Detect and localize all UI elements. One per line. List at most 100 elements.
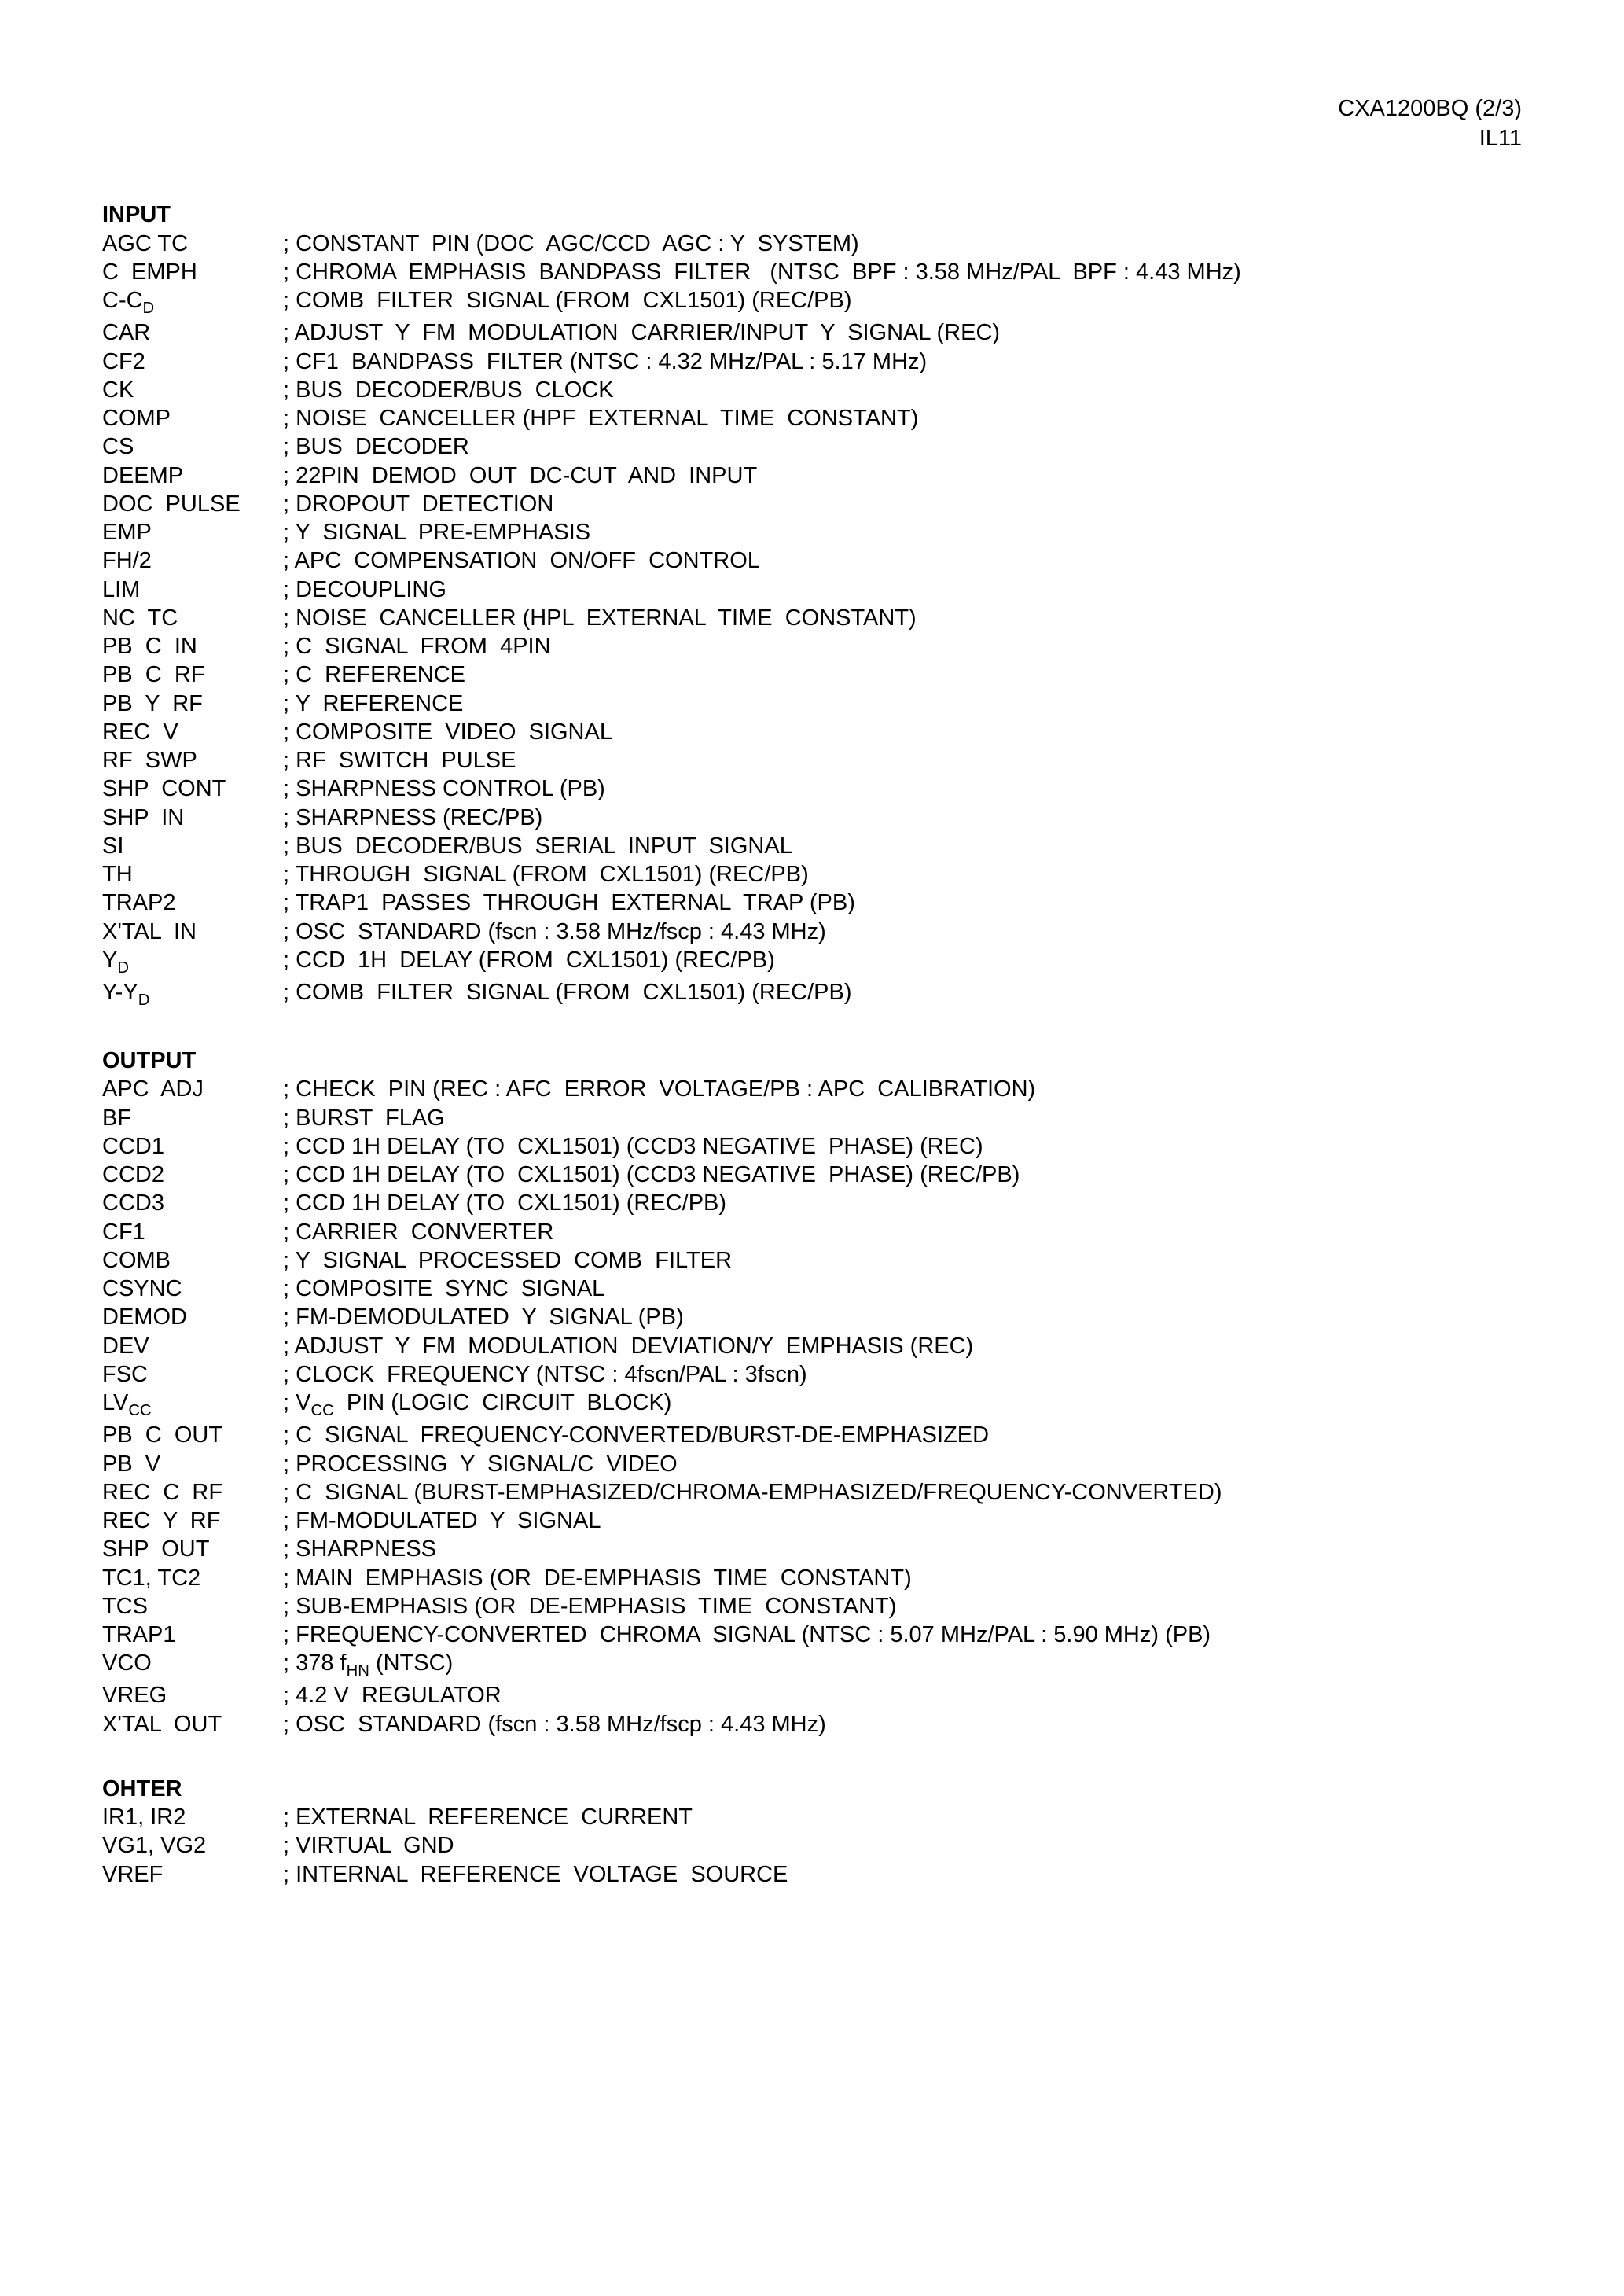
signal-label: PB Y RF [102, 690, 283, 718]
definition-row: TH; THROUGH SIGNAL (FROM CXL1501) (REC/P… [102, 860, 1522, 889]
page-header: CXA1200BQ (2/3) IL11 [102, 94, 1522, 153]
signal-description: ; CF1 BANDPASS FILTER (NTSC : 4.32 MHz/P… [283, 348, 1522, 376]
signal-description: ; 22PIN DEMOD OUT DC-CUT AND INPUT [283, 462, 1522, 490]
definition-row: CCD1; CCD 1H DELAY (TO CXL1501) (CCD3 NE… [102, 1132, 1522, 1161]
signal-label: CF2 [102, 348, 283, 376]
definition-row: CCD3; CCD 1H DELAY (TO CXL1501) (REC/PB) [102, 1189, 1522, 1217]
signal-label: DEV [102, 1332, 283, 1360]
signal-label: SI [102, 832, 283, 860]
section-title: OUTPUT [102, 1047, 1522, 1075]
signal-label: EMP [102, 518, 283, 546]
signal-label: PB V [102, 1450, 283, 1478]
signal-label: SHP CONT [102, 775, 283, 803]
signal-description: ; DECOUPLING [283, 576, 1522, 604]
signal-description: ; Y SIGNAL PRE-EMPHASIS [283, 518, 1522, 546]
signal-description: ; MAIN EMPHASIS (OR DE-EMPHASIS TIME CON… [283, 1564, 1522, 1592]
definition-row: SI; BUS DECODER/BUS SERIAL INPUT SIGNAL [102, 832, 1522, 860]
signal-label: CCD2 [102, 1161, 283, 1189]
signal-description: ; COMPOSITE SYNC SIGNAL [283, 1275, 1522, 1303]
signal-label: Y-YD [102, 978, 283, 1010]
signal-description: ; TRAP1 PASSES THROUGH EXTERNAL TRAP (PB… [283, 889, 1522, 917]
signal-description: ; DROPOUT DETECTION [283, 490, 1522, 518]
definition-row: CSYNC; COMPOSITE SYNC SIGNAL [102, 1275, 1522, 1303]
definition-row: SHP OUT; SHARPNESS [102, 1535, 1522, 1563]
signal-label: NC TC [102, 604, 283, 632]
signal-description: ; SUB-EMPHASIS (OR DE-EMPHASIS TIME CONS… [283, 1592, 1522, 1621]
signal-description: ; BURST FLAG [283, 1104, 1522, 1132]
definition-row: DEEMP; 22PIN DEMOD OUT DC-CUT AND INPUT [102, 462, 1522, 490]
signal-label: CCD1 [102, 1132, 283, 1161]
signal-label: TCS [102, 1592, 283, 1621]
signal-description: ; OSC STANDARD (fscn : 3.58 MHz/fscp : 4… [283, 1710, 1522, 1739]
definition-row: VREG; 4.2 V REGULATOR [102, 1681, 1522, 1709]
definition-row: DEV; ADJUST Y FM MODULATION DEVIATION/Y … [102, 1332, 1522, 1360]
signal-label: C-CD [102, 286, 283, 318]
signal-description: ; VCC PIN (LOGIC CIRCUIT BLOCK) [283, 1389, 1522, 1421]
signal-label: VCO [102, 1649, 283, 1681]
definition-row: TRAP2; TRAP1 PASSES THROUGH EXTERNAL TRA… [102, 889, 1522, 917]
signal-description: ; PROCESSING Y SIGNAL/C VIDEO [283, 1450, 1522, 1478]
definition-row: CCD2; CCD 1H DELAY (TO CXL1501) (CCD3 NE… [102, 1161, 1522, 1189]
signal-description: ; C SIGNAL FREQUENCY-CONVERTED/BURST-DE-… [283, 1421, 1522, 1449]
definition-row: CF1; CARRIER CONVERTER [102, 1218, 1522, 1246]
signal-description: ; BUS DECODER [283, 432, 1522, 461]
definition-row: VREF; INTERNAL REFERENCE VOLTAGE SOURCE [102, 1860, 1522, 1889]
signal-label: TRAP1 [102, 1621, 283, 1649]
signal-description: ; COMB FILTER SIGNAL (FROM CXL1501) (REC… [283, 978, 1522, 1010]
definition-row: REC V; COMPOSITE VIDEO SIGNAL [102, 718, 1522, 746]
signal-description: ; Y SIGNAL PROCESSED COMB FILTER [283, 1246, 1522, 1275]
signal-label: PB C IN [102, 632, 283, 660]
definition-row: CK; BUS DECODER/BUS CLOCK [102, 376, 1522, 404]
signal-label: REC V [102, 718, 283, 746]
definition-row: Y-YD; COMB FILTER SIGNAL (FROM CXL1501) … [102, 978, 1522, 1010]
definition-row: EMP; Y SIGNAL PRE-EMPHASIS [102, 518, 1522, 546]
definition-row: SHP IN; SHARPNESS (REC/PB) [102, 804, 1522, 832]
signal-label: VREG [102, 1681, 283, 1709]
signal-description: ; SHARPNESS [283, 1535, 1522, 1563]
signal-description: ; ADJUST Y FM MODULATION CARRIER/INPUT Y… [283, 318, 1522, 347]
definition-row: FH/2; APC COMPENSATION ON/OFF CONTROL [102, 546, 1522, 575]
content: INPUTAGC TC; CONSTANT PIN (DOC AGC/CCD A… [102, 201, 1522, 1889]
signal-label: FH/2 [102, 546, 283, 575]
signal-label: CS [102, 432, 283, 461]
definition-row: PB C RF; C REFERENCE [102, 660, 1522, 689]
definition-row: X'TAL OUT; OSC STANDARD (fscn : 3.58 MHz… [102, 1710, 1522, 1739]
signal-description: ; 378 fHN (NTSC) [283, 1649, 1522, 1681]
signal-description: ; COMB FILTER SIGNAL (FROM CXL1501) (REC… [283, 286, 1522, 318]
signal-description: ; COMPOSITE VIDEO SIGNAL [283, 718, 1522, 746]
signal-description: ; SHARPNESS CONTROL (PB) [283, 775, 1522, 803]
signal-label: LIM [102, 576, 283, 604]
signal-description: ; CHROMA EMPHASIS BANDPASS FILTER (NTSC … [283, 258, 1522, 286]
definition-row: VCO; 378 fHN (NTSC) [102, 1649, 1522, 1681]
header-line-2: IL11 [102, 124, 1522, 154]
signal-label: VREF [102, 1860, 283, 1889]
definition-row: C-CD; COMB FILTER SIGNAL (FROM CXL1501) … [102, 286, 1522, 318]
signal-label: DEMOD [102, 1303, 283, 1331]
signal-label: PB C RF [102, 660, 283, 689]
signal-description: ; BUS DECODER/BUS CLOCK [283, 376, 1522, 404]
signal-description: ; INTERNAL REFERENCE VOLTAGE SOURCE [283, 1860, 1522, 1889]
signal-label: TH [102, 860, 283, 889]
signal-description: ; THROUGH SIGNAL (FROM CXL1501) (REC/PB) [283, 860, 1522, 889]
signal-description: ; BUS DECODER/BUS SERIAL INPUT SIGNAL [283, 832, 1522, 860]
signal-label: C EMPH [102, 258, 283, 286]
definition-row: COMP; NOISE CANCELLER (HPF EXTERNAL TIME… [102, 404, 1522, 432]
signal-description: ; 4.2 V REGULATOR [283, 1681, 1522, 1709]
definition-row: LVCC; VCC PIN (LOGIC CIRCUIT BLOCK) [102, 1389, 1522, 1421]
definition-row: DEMOD; FM-DEMODULATED Y SIGNAL (PB) [102, 1303, 1522, 1331]
signal-description: ; NOISE CANCELLER (HPF EXTERNAL TIME CON… [283, 404, 1522, 432]
definition-row: IR1, IR2; EXTERNAL REFERENCE CURRENT [102, 1803, 1522, 1831]
signal-label: DEEMP [102, 462, 283, 490]
signal-description: ; CCD 1H DELAY (TO CXL1501) (CCD3 NEGATI… [283, 1132, 1522, 1161]
definition-row: LIM; DECOUPLING [102, 576, 1522, 604]
section-title: OHTER [102, 1775, 1522, 1803]
definition-row: REC Y RF; FM-MODULATED Y SIGNAL [102, 1507, 1522, 1535]
signal-description: ; VIRTUAL GND [283, 1831, 1522, 1860]
definition-row: CAR; ADJUST Y FM MODULATION CARRIER/INPU… [102, 318, 1522, 347]
definition-row: APC ADJ; CHECK PIN (REC : AFC ERROR VOLT… [102, 1075, 1522, 1103]
signal-label: TC1, TC2 [102, 1564, 283, 1592]
signal-label: LVCC [102, 1389, 283, 1421]
signal-label: TRAP2 [102, 889, 283, 917]
signal-description: ; FREQUENCY-CONVERTED CHROMA SIGNAL (NTS… [283, 1621, 1522, 1649]
signal-label: CF1 [102, 1218, 283, 1246]
